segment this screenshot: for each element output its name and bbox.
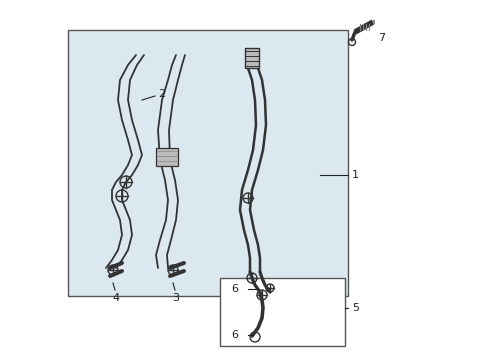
Text: 7: 7: [378, 33, 385, 43]
Text: 1: 1: [352, 170, 359, 180]
Text: 4: 4: [112, 293, 119, 303]
Bar: [220, 278, 345, 346]
Text: 3: 3: [172, 293, 179, 303]
Bar: [68, 30, 348, 296]
Text: 6: 6: [231, 330, 238, 340]
FancyBboxPatch shape: [245, 48, 259, 68]
Bar: [156, 148, 178, 166]
Text: 6: 6: [231, 284, 238, 294]
Text: 2: 2: [158, 89, 165, 99]
Text: 5: 5: [352, 303, 359, 313]
